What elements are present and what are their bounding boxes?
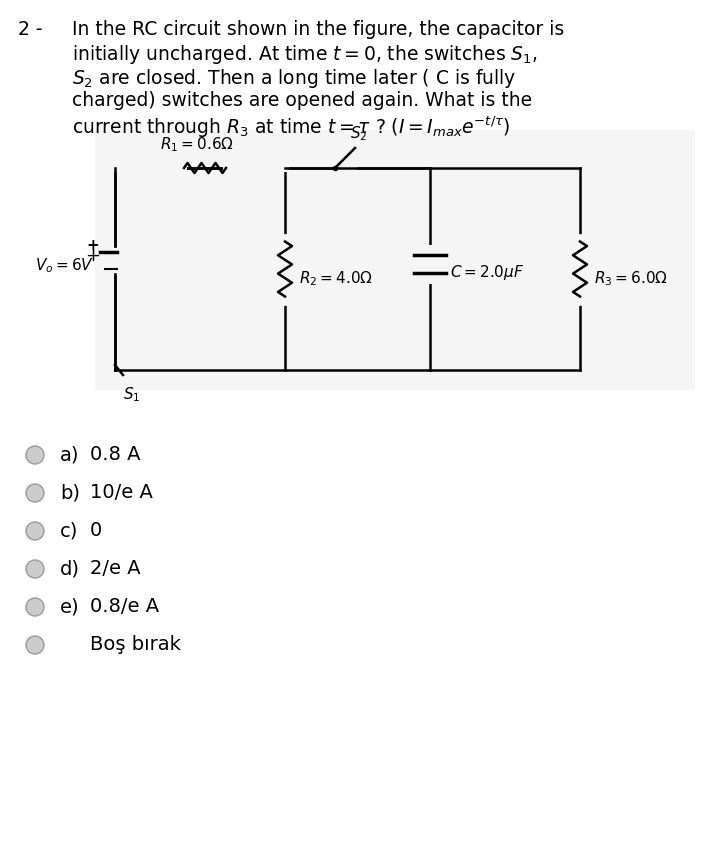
- Text: 0.8/e A: 0.8/e A: [90, 598, 159, 616]
- Text: +: +: [86, 238, 99, 254]
- Circle shape: [26, 560, 44, 578]
- Circle shape: [26, 484, 44, 502]
- Text: $R_3= 6.0\Omega$: $R_3= 6.0\Omega$: [594, 270, 668, 288]
- Text: $R_2 = 4.0\Omega$: $R_2 = 4.0\Omega$: [299, 270, 373, 288]
- Text: +: +: [86, 247, 101, 265]
- Text: 2/e A: 2/e A: [90, 560, 140, 578]
- Text: $R_1 = 0.6\Omega$: $R_1 = 0.6\Omega$: [160, 136, 234, 154]
- Text: $V_o = 6V$: $V_o = 6V$: [35, 256, 94, 275]
- FancyBboxPatch shape: [95, 130, 695, 390]
- Text: e): e): [60, 598, 80, 616]
- Text: current through $R_3$ at time $t = \tau$ ? ($I = I_{max}e^{-t/\tau}$): current through $R_3$ at time $t = \tau$…: [72, 114, 510, 140]
- Text: $S_2$ are closed. Then a long time later ( C is fully: $S_2$ are closed. Then a long time later…: [72, 67, 516, 90]
- Text: c): c): [60, 522, 78, 540]
- Text: $C = 2.0\mu F$: $C = 2.0\mu F$: [450, 263, 524, 282]
- Circle shape: [26, 446, 44, 464]
- Text: b): b): [60, 483, 80, 503]
- Text: $S_1$: $S_1$: [123, 385, 140, 404]
- Text: 0.8 A: 0.8 A: [90, 445, 140, 465]
- Circle shape: [26, 522, 44, 540]
- Text: Boş bırak: Boş bırak: [90, 635, 181, 655]
- Text: In the RC circuit shown in the figure, the capacitor is: In the RC circuit shown in the figure, t…: [72, 20, 564, 39]
- Text: $S_2$: $S_2$: [350, 125, 367, 143]
- Text: 0: 0: [90, 522, 102, 540]
- Text: 10/e A: 10/e A: [90, 483, 153, 503]
- Circle shape: [26, 598, 44, 616]
- Text: a): a): [60, 445, 79, 465]
- Circle shape: [26, 636, 44, 654]
- Text: 2 -: 2 -: [18, 20, 42, 39]
- Text: initially uncharged. At time $t=0$, the switches $S_1$,: initially uncharged. At time $t=0$, the …: [72, 43, 538, 66]
- Text: charged) switches are opened again. What is the: charged) switches are opened again. What…: [72, 91, 532, 109]
- Text: d): d): [60, 560, 80, 578]
